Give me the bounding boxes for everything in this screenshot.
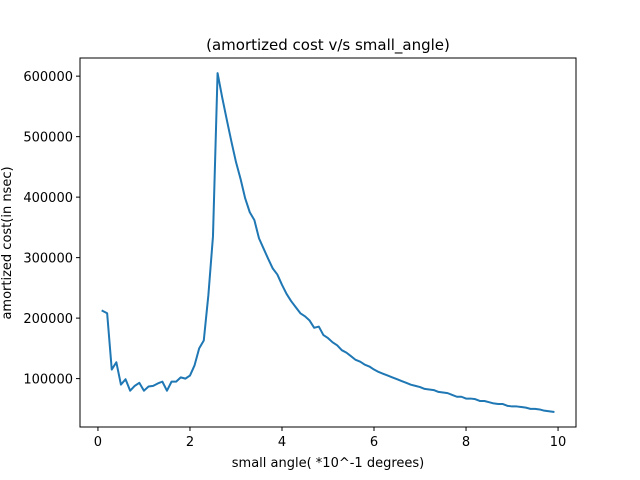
- x-tick-label: 10: [550, 435, 567, 450]
- y-tick-label: 500000: [23, 131, 73, 146]
- x-tick-label: 0: [94, 435, 102, 450]
- y-axis-label: amortized cost(in nsec): [0, 166, 15, 319]
- x-tick-label: 8: [462, 435, 470, 450]
- y-tick-label: 200000: [23, 312, 73, 327]
- x-tick-label: 6: [370, 435, 378, 450]
- y-tick-label: 300000: [23, 252, 73, 267]
- x-tick-label: 4: [278, 435, 286, 450]
- x-axis-label: small angle( *10^-1 degrees): [232, 456, 424, 471]
- y-tick-label: 600000: [23, 70, 73, 85]
- plot-area: 0 2 4 6 8 10 100000 200000 300000 400000 500000 600…: [23, 57, 577, 450]
- series-line-0: [101, 72, 555, 414]
- axes-frame: [79, 57, 577, 428]
- x-tick-label: 2: [186, 435, 194, 450]
- chart-title: (amortized cost v/s small_angle): [206, 36, 450, 55]
- y-tick-label: 400000: [23, 191, 73, 206]
- y-tick-label: 100000: [23, 373, 73, 388]
